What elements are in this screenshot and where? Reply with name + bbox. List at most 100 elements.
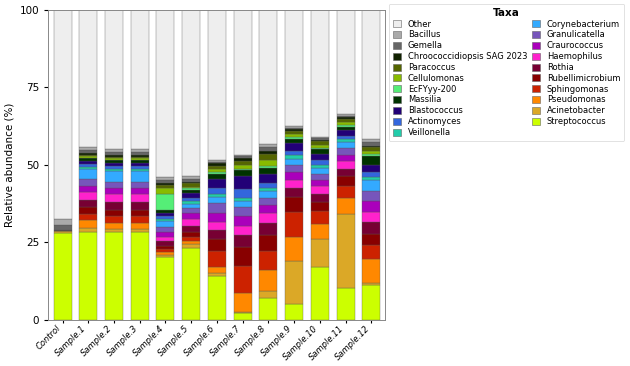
Bar: [260, 183, 277, 188]
Bar: [336, 148, 355, 154]
Bar: [156, 246, 175, 249]
Bar: [130, 202, 149, 210]
Bar: [362, 245, 381, 259]
Bar: [234, 168, 251, 170]
Bar: [105, 160, 123, 163]
Bar: [105, 194, 123, 202]
Bar: [105, 182, 123, 188]
Bar: [336, 10, 355, 114]
Bar: [260, 223, 277, 235]
Bar: [105, 158, 123, 160]
Bar: [105, 188, 123, 194]
Bar: [336, 198, 355, 214]
Bar: [54, 225, 72, 230]
Bar: [130, 157, 149, 158]
Bar: [311, 267, 329, 320]
Bar: [54, 219, 72, 225]
Bar: [285, 126, 303, 128]
Bar: [260, 298, 277, 320]
Bar: [234, 170, 251, 176]
Bar: [130, 188, 149, 194]
Bar: [105, 223, 123, 229]
Bar: [130, 166, 149, 169]
Bar: [362, 285, 381, 320]
Bar: [79, 208, 97, 214]
Bar: [260, 213, 277, 223]
Bar: [336, 186, 355, 198]
Bar: [130, 223, 149, 229]
Bar: [182, 241, 200, 244]
Bar: [311, 202, 329, 211]
Bar: [79, 232, 97, 320]
Bar: [105, 210, 123, 216]
Bar: [234, 207, 251, 216]
Bar: [130, 169, 149, 171]
Bar: [156, 257, 175, 320]
Bar: [105, 152, 123, 155]
Bar: [336, 214, 355, 288]
Bar: [362, 139, 381, 142]
Bar: [285, 212, 303, 237]
Bar: [336, 161, 355, 169]
Bar: [260, 188, 277, 191]
Bar: [208, 174, 226, 179]
Bar: [105, 216, 123, 223]
Bar: [79, 179, 97, 186]
Bar: [208, 172, 226, 174]
Bar: [156, 237, 175, 241]
Bar: [208, 166, 226, 169]
Bar: [182, 198, 200, 201]
Bar: [311, 137, 329, 138]
Bar: [311, 160, 329, 165]
Bar: [156, 10, 175, 177]
Bar: [130, 155, 149, 157]
Bar: [285, 139, 303, 143]
Bar: [79, 153, 97, 154]
Bar: [285, 143, 303, 151]
Bar: [336, 139, 355, 142]
Bar: [260, 144, 277, 147]
Bar: [336, 117, 355, 119]
Bar: [182, 248, 200, 320]
Bar: [105, 166, 123, 169]
Bar: [130, 158, 149, 160]
Bar: [234, 247, 251, 266]
Bar: [208, 222, 226, 230]
Bar: [311, 239, 329, 267]
Bar: [285, 151, 303, 156]
Bar: [234, 176, 251, 188]
Bar: [208, 251, 226, 267]
Bar: [285, 10, 303, 126]
Bar: [130, 182, 149, 188]
Bar: [362, 177, 381, 180]
Bar: [362, 234, 381, 245]
Bar: [182, 193, 200, 198]
Bar: [336, 169, 355, 176]
Bar: [285, 180, 303, 188]
Bar: [362, 191, 381, 201]
Bar: [285, 156, 303, 158]
Bar: [79, 150, 97, 153]
Bar: [130, 149, 149, 152]
Bar: [130, 232, 149, 320]
Bar: [260, 269, 277, 291]
Bar: [182, 10, 200, 176]
Bar: [260, 251, 277, 269]
Bar: [130, 229, 149, 232]
Bar: [362, 156, 381, 165]
Bar: [362, 154, 381, 156]
Bar: [130, 10, 149, 149]
Y-axis label: Relative abundance (%): Relative abundance (%): [4, 102, 14, 227]
Bar: [156, 180, 175, 183]
Bar: [208, 239, 226, 251]
Bar: [336, 116, 355, 117]
Bar: [208, 203, 226, 213]
Bar: [54, 10, 72, 219]
Bar: [336, 154, 355, 161]
Bar: [285, 130, 303, 131]
Bar: [105, 169, 123, 171]
Bar: [79, 156, 97, 158]
Bar: [362, 212, 381, 222]
Bar: [260, 198, 277, 205]
Bar: [54, 233, 72, 320]
